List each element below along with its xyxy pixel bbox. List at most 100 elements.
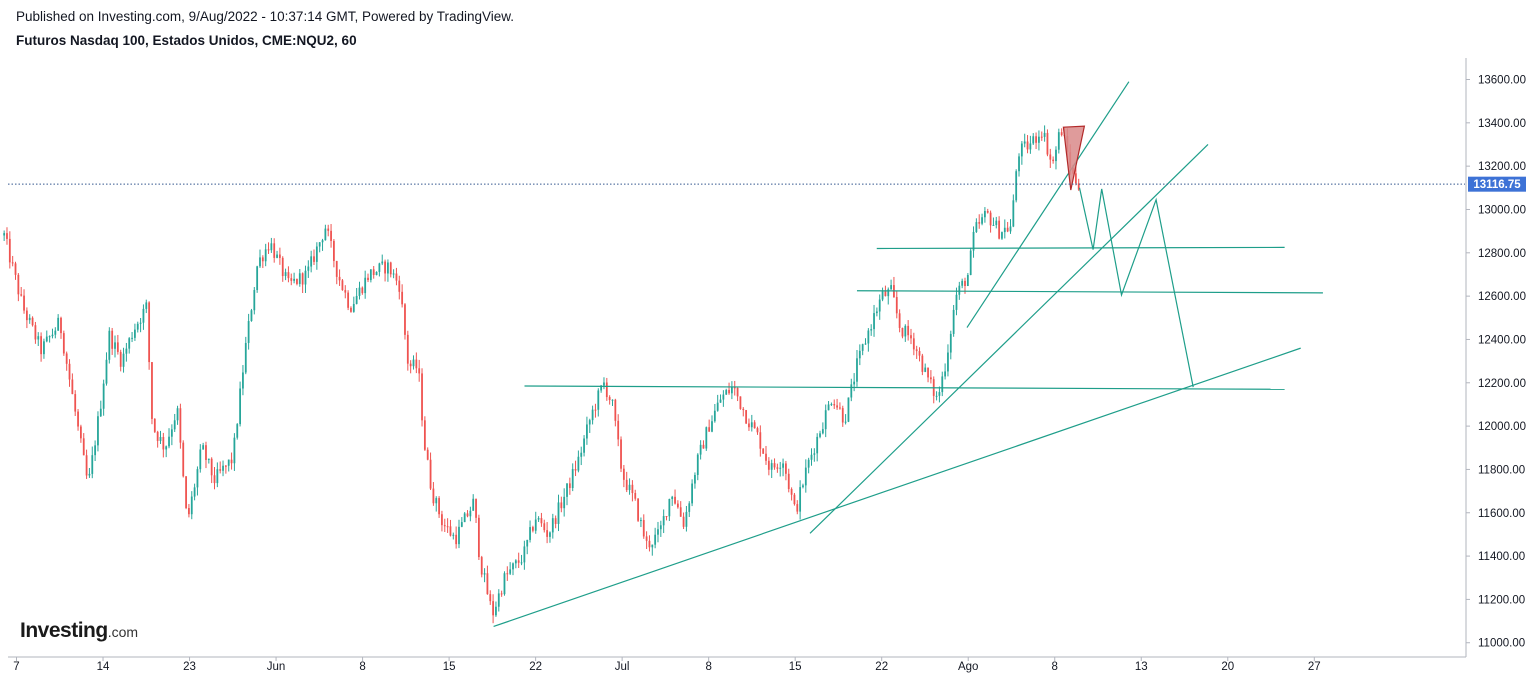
y-tick-label: 11800.00 xyxy=(1478,464,1525,476)
candle-body xyxy=(580,452,583,457)
candle-body xyxy=(611,399,614,401)
y-tick-label: 13600.00 xyxy=(1478,75,1526,87)
candle-body xyxy=(435,498,438,504)
candle-body xyxy=(477,517,480,558)
y-tick-label: 12800.00 xyxy=(1478,248,1526,260)
candle-body xyxy=(79,426,82,439)
candle-body xyxy=(725,389,728,395)
candle-body xyxy=(57,317,60,331)
candle-body xyxy=(912,338,915,350)
candle-body xyxy=(947,352,949,372)
candle-body xyxy=(1046,132,1049,155)
candle-body xyxy=(551,518,554,533)
candle-body xyxy=(222,465,224,471)
candle-body xyxy=(443,525,446,527)
candle-body xyxy=(722,394,725,400)
candle-body xyxy=(193,487,196,497)
candle-body xyxy=(719,399,722,403)
candle-body xyxy=(807,459,810,468)
candle-body xyxy=(645,536,648,541)
candle-body xyxy=(1057,132,1060,150)
candle-body xyxy=(600,385,603,391)
candle-body xyxy=(62,333,65,354)
horizontal-level-line xyxy=(524,385,1285,390)
candle-body xyxy=(449,526,452,536)
trend-line xyxy=(809,144,1209,534)
candle-body xyxy=(495,606,497,616)
candle-body xyxy=(907,325,910,336)
trend-line xyxy=(493,347,1301,628)
candle-body xyxy=(199,449,202,470)
candle-body xyxy=(102,383,105,409)
candle-body xyxy=(870,329,873,331)
candle-body xyxy=(227,459,230,466)
candle-body xyxy=(614,399,617,421)
candle-body xyxy=(631,484,634,494)
candle-body xyxy=(293,278,296,281)
candle-body xyxy=(475,498,477,518)
candle-body xyxy=(543,523,546,531)
candle-body xyxy=(119,351,122,367)
candle-body xyxy=(742,408,745,411)
candle-body xyxy=(586,424,588,439)
x-tick-label: Jul xyxy=(615,661,630,673)
logo-suffix: .com xyxy=(107,624,139,640)
candle-body xyxy=(446,526,449,528)
candle-body xyxy=(259,257,261,267)
candle-body xyxy=(981,217,983,224)
candle-body xyxy=(972,231,975,251)
candle-body xyxy=(762,448,765,454)
candle-body xyxy=(210,458,213,476)
candle-body xyxy=(37,336,40,340)
candle-body xyxy=(875,311,878,314)
candles-layer xyxy=(3,125,1080,624)
candle-body xyxy=(1015,171,1018,201)
candle-body xyxy=(603,382,605,386)
candle-body xyxy=(230,459,233,464)
y-tick-label: 12400.00 xyxy=(1478,334,1526,346)
candle-body xyxy=(355,295,358,304)
y-tick-label: 13400.00 xyxy=(1478,118,1526,130)
candle-body xyxy=(492,601,495,616)
candle-body xyxy=(404,304,406,335)
candle-body xyxy=(1074,173,1077,184)
y-tick-label: 11200.00 xyxy=(1478,594,1525,606)
candle-body xyxy=(679,507,682,517)
candle-body xyxy=(34,325,37,340)
candle-body xyxy=(239,388,241,425)
candle-body xyxy=(466,513,469,517)
candle-body xyxy=(244,342,247,373)
candle-body xyxy=(935,395,938,397)
candle-body xyxy=(884,291,887,297)
candle-body xyxy=(185,476,187,509)
y-tick-label: 12000.00 xyxy=(1478,421,1526,433)
candle-body xyxy=(48,336,51,338)
candle-body xyxy=(438,498,440,515)
candle-body xyxy=(867,330,870,344)
candle-body xyxy=(887,289,890,297)
candle-body xyxy=(313,256,315,262)
candle-body xyxy=(145,302,148,309)
candle-body xyxy=(694,474,696,484)
y-tick-label: 12600.00 xyxy=(1478,291,1526,303)
candle-body xyxy=(753,422,756,429)
candle-body xyxy=(776,467,779,469)
x-tick-label: 20 xyxy=(1221,661,1234,673)
candle-body xyxy=(321,240,324,243)
x-tick-label: 14 xyxy=(97,661,110,673)
candle-body xyxy=(116,342,119,352)
candle-body xyxy=(526,539,529,547)
candle-body xyxy=(730,387,733,394)
candle-body xyxy=(708,427,711,432)
candle-body xyxy=(864,343,867,345)
candle-body xyxy=(796,504,799,512)
candle-body xyxy=(216,469,219,484)
candle-body xyxy=(196,469,199,488)
candle-body xyxy=(878,299,881,312)
candle-body xyxy=(452,534,455,536)
candle-body xyxy=(242,372,244,389)
candle-body xyxy=(335,261,338,277)
candle-body xyxy=(458,526,460,545)
candle-body xyxy=(986,211,989,213)
